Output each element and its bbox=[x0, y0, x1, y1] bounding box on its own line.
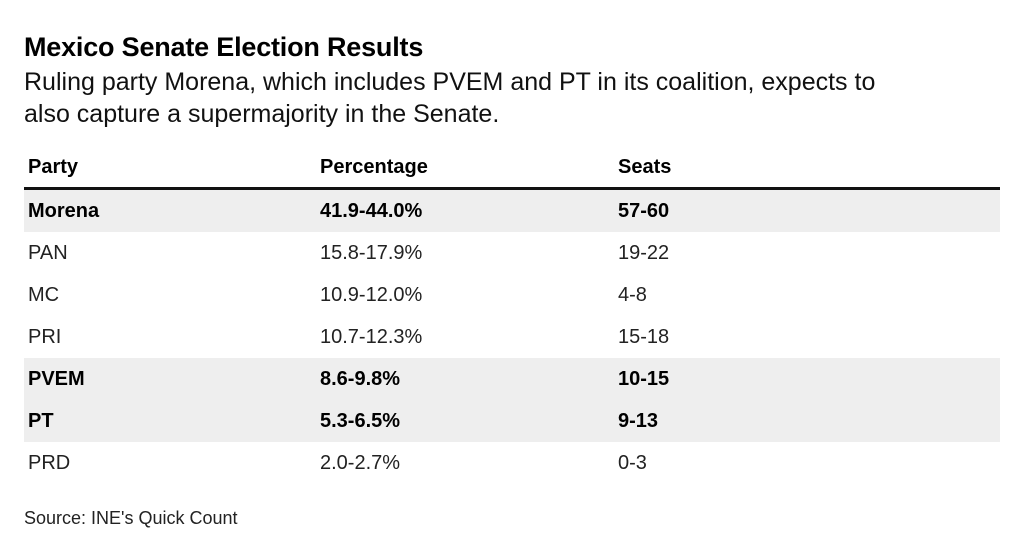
table-header-row: Party Percentage Seats bbox=[24, 147, 1000, 190]
chart-subtitle: Ruling party Morena, which includes PVEM… bbox=[24, 66, 1000, 130]
table-row: PAN 15.8-17.9% 19-22 bbox=[24, 232, 1000, 274]
percentage-cell: 15.8-17.9% bbox=[320, 241, 423, 264]
table-row: PRI 10.7-12.3% 15-18 bbox=[24, 316, 1000, 358]
column-header-percentage: Percentage bbox=[316, 147, 614, 190]
chart-container: Mexico Senate Election Results Ruling pa… bbox=[24, 30, 1000, 528]
subtitle-line-2: also capture a supermajority in the Sena… bbox=[24, 100, 500, 128]
percentage-cell: 2.0-2.7% bbox=[320, 451, 401, 474]
party-cell: PRI bbox=[28, 325, 62, 348]
table-row: PRD 2.0-2.7% 0-3 bbox=[24, 442, 1000, 484]
seats-cell: 19-22 bbox=[618, 241, 670, 264]
party-cell: PRD bbox=[28, 451, 71, 474]
table-row: PVEM 8.6-9.8% 10-15 bbox=[24, 358, 1000, 400]
column-header-party: Party bbox=[24, 147, 316, 190]
source-note: Source: INE's Quick Count bbox=[24, 508, 238, 528]
column-header-seats: Seats bbox=[614, 147, 1000, 190]
seats-cell: 57-60 bbox=[614, 188, 1000, 232]
table-row: Morena 41.9-44.0% 57-60 bbox=[24, 188, 1000, 232]
results-table: Party Percentage Seats Morena 41.9-44.0% 5… bbox=[24, 147, 1000, 484]
table-row: MC 10.9-12.0% 4-8 bbox=[24, 274, 1000, 316]
table-body: Morena 41.9-44.0% 57-60 PAN 15.8-17.9% 19-22 M… bbox=[24, 188, 1000, 485]
percentage-cell: 10.7-12.3% bbox=[320, 325, 423, 348]
percentage-cell: 41.9-44.0% bbox=[316, 188, 614, 232]
percentage-cell: 10.9-12.0% bbox=[320, 283, 423, 306]
party-cell: Morena bbox=[24, 188, 316, 232]
table-row: PT 5.3-6.5% 9-13 bbox=[24, 400, 1000, 442]
party-cell: PT bbox=[24, 400, 316, 442]
seats-cell: 10-15 bbox=[614, 358, 1000, 400]
seats-cell: 4-8 bbox=[618, 283, 647, 306]
percentage-cell: 8.6-9.8% bbox=[316, 358, 614, 400]
seats-cell: 0-3 bbox=[618, 451, 647, 474]
seats-cell: 9-13 bbox=[614, 400, 1000, 442]
party-cell: PAN bbox=[28, 241, 68, 264]
subtitle-line-1: Ruling party Morena, which includes PVEM… bbox=[24, 68, 876, 96]
party-cell: MC bbox=[28, 283, 60, 306]
seats-cell: 15-18 bbox=[618, 325, 670, 348]
percentage-cell: 5.3-6.5% bbox=[316, 400, 614, 442]
party-cell: PVEM bbox=[24, 358, 316, 400]
chart-title: Mexico Senate Election Results bbox=[24, 32, 424, 62]
